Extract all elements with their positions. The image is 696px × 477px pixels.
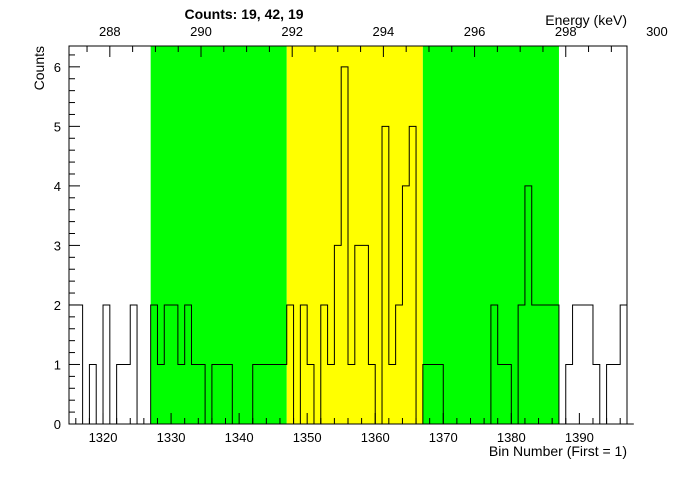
x-tick-label: 1340 [225,430,254,445]
top-tick-label: 296 [464,24,486,39]
y-tick-label: 0 [54,417,61,432]
y-tick-label: 3 [54,238,61,253]
region-bands [150,46,559,424]
y-tick-label: 1 [54,357,61,372]
top-axis-label: Energy (keV) [545,12,627,28]
y-axis-label: Counts [31,46,47,90]
top-tick-label: 300 [646,24,668,39]
x-tick-label: 1360 [361,430,390,445]
y-tick-label: 2 [54,298,61,313]
top-tick-label: 298 [555,24,577,39]
x-tick-label: 1350 [293,430,322,445]
y-tick-label: 4 [54,179,61,194]
top-tick-label: 292 [281,24,303,39]
top-tick-label: 290 [190,24,212,39]
top-tick-label: 288 [99,24,121,39]
x-axis-label: Bin Number (First = 1) [489,443,627,459]
x-tick-label: 1390 [565,430,594,445]
y-tick-label: 6 [54,60,61,75]
histogram-series [69,66,634,425]
x-tick-label: 1380 [497,430,526,445]
x-tick-label: 1320 [89,430,118,445]
chart-title: Counts: 19, 42, 19 [184,6,303,22]
region-band-0 [150,46,287,424]
histogram-line [69,66,634,425]
y-tick-label: 5 [54,119,61,134]
x-tick-label: 1370 [429,430,458,445]
top-tick-label: 294 [373,24,395,39]
x-tick-label: 1330 [157,430,186,445]
axis-ticks: 1320 1330 1340 1350 1360 1370 1380 1390 0 1 2 3 4 5 6 2… [54,24,668,445]
